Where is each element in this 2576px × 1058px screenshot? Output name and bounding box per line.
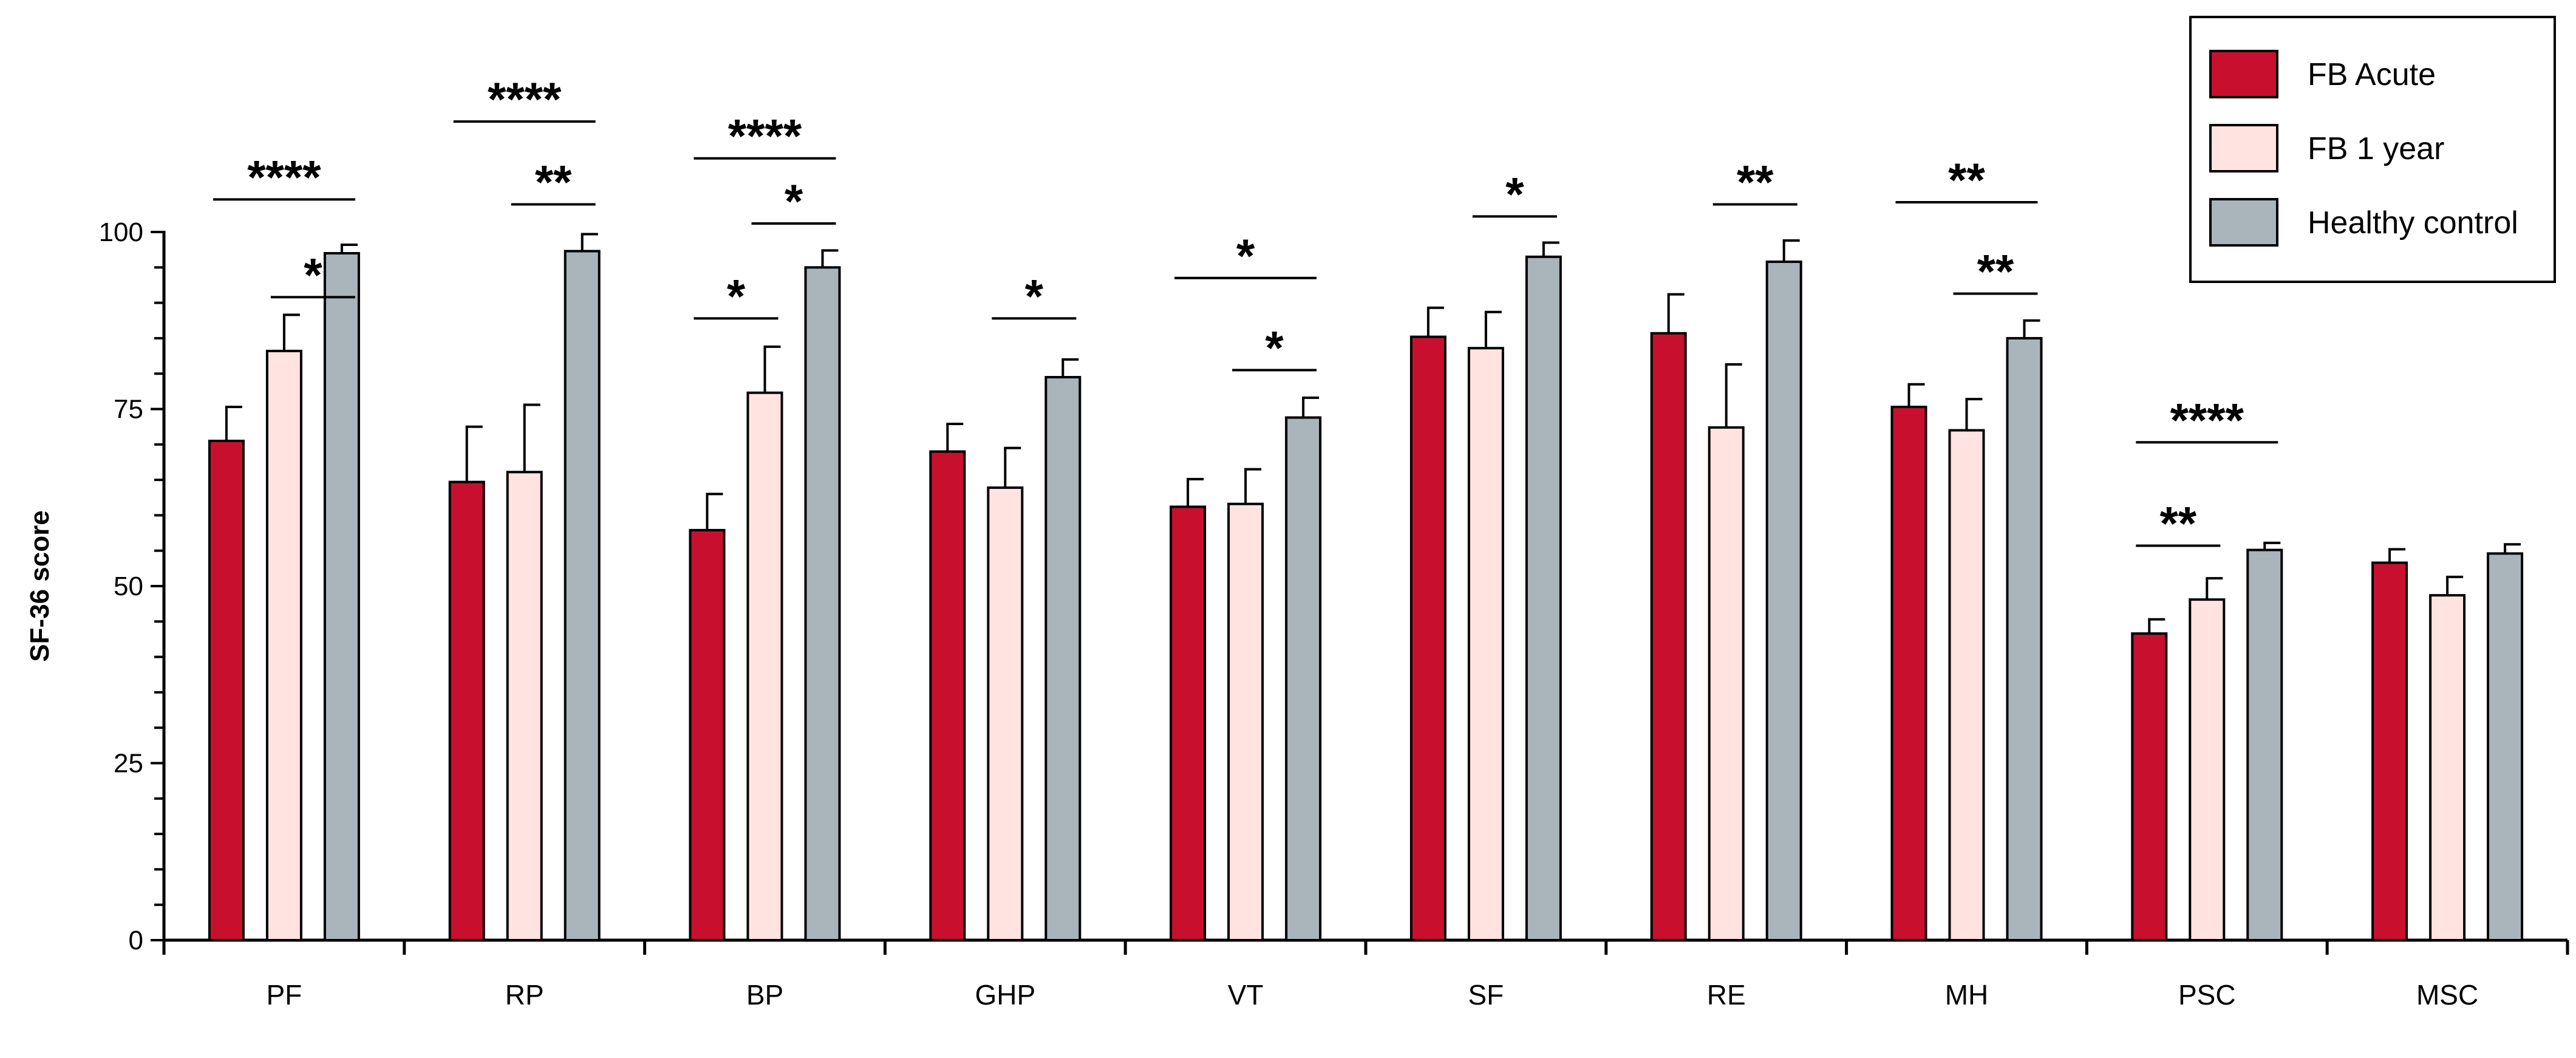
bar [1227,502,1264,941]
bar [2371,561,2408,941]
bar [746,391,783,941]
bar [2189,598,2226,941]
bar [2246,548,2283,941]
x-tick-label: PF [267,979,302,1011]
significance-label: ** [1948,153,1985,206]
significance-label: ** [1737,155,1774,209]
x-tick-label: GHP [975,979,1035,1011]
bar [323,251,360,942]
y-tick-label: 25 [114,749,143,779]
bar [448,480,485,941]
legend-label: FB 1 year [2308,131,2444,166]
y-tick-label: 0 [129,926,143,955]
significance-label: ** [535,155,572,209]
significance-label: * [1236,229,1255,282]
bar [265,349,302,941]
significance-label: **** [728,109,802,163]
significance-label: ** [2159,497,2196,550]
bar [1650,332,1687,941]
bar [1525,255,1562,941]
legend-swatch [2209,50,2278,98]
x-tick-label: SF [1468,979,1504,1011]
x-tick-label: RE [1707,979,1746,1011]
significance-label: * [785,174,803,228]
significance-label: **** [488,72,562,126]
bar [1044,376,1082,941]
bar [2006,336,2043,941]
significance-label: * [1505,167,1524,220]
bar [1708,426,1745,941]
bar [1409,335,1446,941]
significance-label: ** [1977,244,2014,298]
bar [2131,632,2168,941]
x-tick-label: MSC [2416,979,2478,1011]
legend-label: Healthy control [2308,205,2518,241]
legend-swatch [2209,124,2278,172]
x-tick-label: VT [1228,979,1264,1011]
significance-label: * [727,269,746,323]
bar [689,528,726,941]
legend-label: FB Acute [2308,57,2436,92]
significance-label: * [304,248,322,301]
bar [929,450,966,941]
significance-label: **** [2170,393,2244,446]
significance-label: * [1025,269,1044,323]
bar [987,486,1024,941]
bar [2487,552,2524,941]
bar [1170,505,1207,941]
bar [208,439,245,941]
y-axis-label: SF-36 score [25,510,55,661]
bar [1285,416,1322,941]
bar [506,471,543,941]
y-tick-label: 75 [114,395,143,425]
bar [1948,429,1985,941]
x-tick-label: MH [1945,979,1989,1011]
bar [2429,594,2466,941]
x-tick-label: BP [746,979,783,1011]
significance-label: * [1265,321,1284,374]
bar [804,266,841,941]
y-tick-label: 50 [114,572,143,601]
significance-label: **** [247,150,321,203]
bar [564,250,601,941]
legend-swatch [2209,198,2278,247]
bar [1765,260,1802,941]
x-tick-label: RP [505,979,544,1011]
y-tick-label: 100 [99,217,143,247]
bar [1890,406,1927,941]
x-tick-label: PSC [2178,979,2236,1011]
bar [1467,347,1504,941]
